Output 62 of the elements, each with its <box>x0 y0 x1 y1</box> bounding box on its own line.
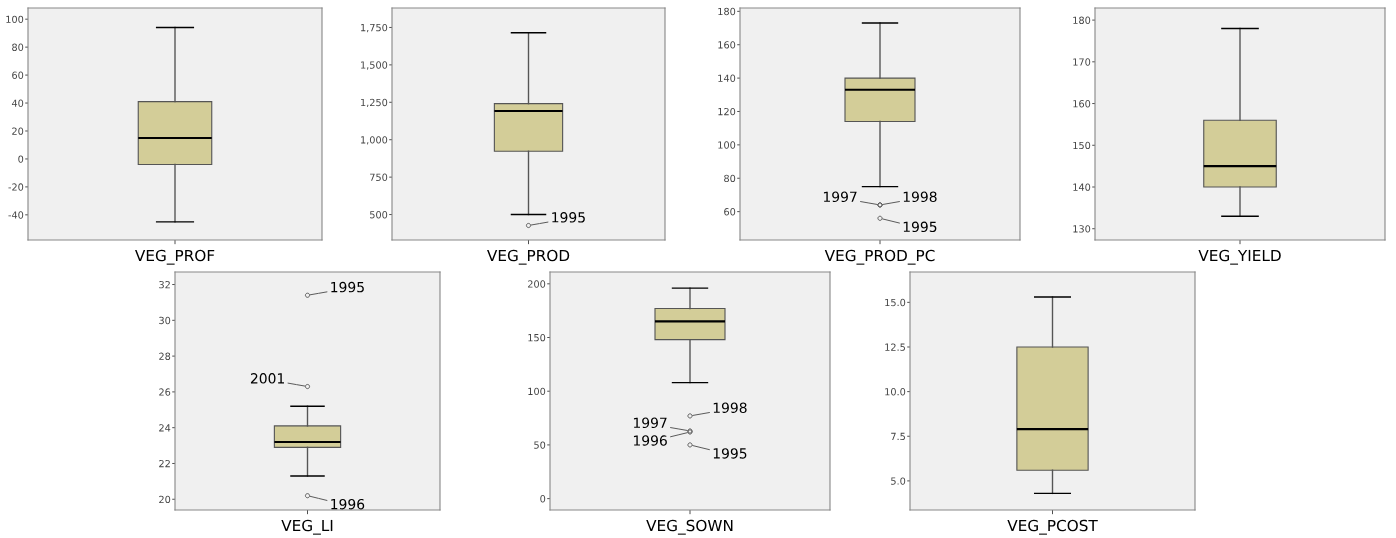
y-tick-label: 180 <box>718 7 736 16</box>
x-tick-label: VEG_SOWN <box>646 519 733 535</box>
y-tick-label: 80 <box>724 174 736 183</box>
y-tick-label: 28 <box>159 352 171 360</box>
y-tick-label: 500 <box>370 211 388 219</box>
y-tick-label: 120 <box>718 107 736 116</box>
annotation: 2001 <box>250 373 284 384</box>
annotation: 1996 <box>633 435 667 446</box>
annotation: 1998 <box>713 402 747 413</box>
x-tick-label: VEG_PCOST <box>1007 519 1098 535</box>
y-tick-label: 150 <box>528 333 546 342</box>
annotation: 1995 <box>552 212 585 223</box>
y-tick-label: 1,250 <box>361 98 388 108</box>
y-tick-label: 20 <box>12 127 24 135</box>
y-tick-label: 5.0 <box>891 477 906 485</box>
y-tick-label: 20 <box>159 495 171 504</box>
annotation: 1997 <box>823 191 857 203</box>
y-tick-label: 160 <box>718 41 736 49</box>
y-tick-label: 12.5 <box>885 343 905 351</box>
annotation: 1996 <box>331 498 365 510</box>
annotation: 1997 <box>633 417 667 429</box>
y-tick-label: 50 <box>534 441 546 449</box>
y-tick-label: -20 <box>8 183 24 191</box>
y-tick-label: 1,000 <box>361 136 388 145</box>
x-tick-label: VEG_LI <box>281 519 333 535</box>
y-tick-label: 0 <box>18 155 24 163</box>
y-tick-label: 40 <box>11 99 24 107</box>
y-tick-label: 7.5 <box>891 432 905 441</box>
y-tick-label: 100 <box>718 141 736 149</box>
annotation: 1995 <box>713 448 747 459</box>
y-tick-label: 15.0 <box>885 298 906 307</box>
y-tick-label: 180 <box>1073 16 1091 24</box>
y-tick-label: 24 <box>159 424 171 432</box>
y-tick-label: 60 <box>724 208 736 216</box>
y-tick-label: -40 <box>8 211 24 219</box>
y-tick-label: 1,500 <box>361 61 388 70</box>
y-tick-label: 200 <box>527 280 546 288</box>
y-tick-label: 100 <box>6 15 24 24</box>
annotation: 1995 <box>903 221 937 233</box>
y-tick-label: 750 <box>370 173 388 181</box>
y-tick-label: 0 <box>540 495 546 503</box>
y-tick-label: 80 <box>12 43 24 51</box>
y-tick-label: 150 <box>1073 141 1091 150</box>
y-tick-label: 26 <box>159 388 171 396</box>
y-tick-label: 1,750 <box>361 23 388 33</box>
y-tick-label: 30 <box>159 316 171 325</box>
x-tick-label: VEG_YIELD <box>1198 249 1281 265</box>
y-tick-label: 140 <box>1073 183 1091 191</box>
y-tick-label: 22 <box>159 459 170 468</box>
y-tick-label: 100 <box>528 387 546 396</box>
y-tick-label: 10.0 <box>885 388 906 396</box>
y-tick-label: 140 <box>718 74 736 82</box>
y-tick-label: 130 <box>1073 225 1091 233</box>
annotation: 1995 <box>331 281 364 293</box>
annotation: 1998 <box>903 191 937 203</box>
x-tick-label: VEG_PROF <box>135 249 215 265</box>
x-tick-label: VEG_PROD_PC <box>824 249 935 265</box>
x-tick-label: VEG_PROD <box>487 249 570 265</box>
y-tick-label: 160 <box>1073 100 1091 108</box>
y-tick-label: 170 <box>1073 58 1091 66</box>
y-tick-label: 32 <box>159 281 170 289</box>
y-tick-label: 60 <box>12 71 24 79</box>
